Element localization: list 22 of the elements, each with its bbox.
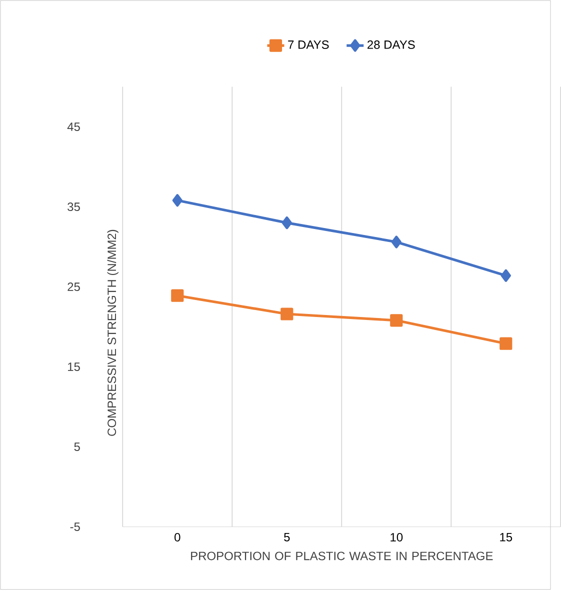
point [171,289,184,302]
legend-label: 7 DAYS [288,40,329,49]
y-tick-label: 45 [67,122,80,131]
y-tick-label: 5 [74,442,80,451]
y-tick-label: 15 [68,362,80,371]
point [280,308,294,320]
x-tick-label: 15 [500,533,512,542]
point [282,216,292,230]
y-axis-title: COMPRESSIVE STRENGTH (N/MM2) [107,230,118,436]
legend-label: 28 DAYS [368,40,415,49]
point [172,194,182,207]
point [500,269,511,282]
y-tick-label: 25 [68,282,80,292]
y-tick-label: -5 [70,522,80,531]
x-tick-label: 10 [390,533,403,542]
y-tick-label: 35 [68,202,80,212]
x-axis-title: PROPORTION OF PLASTIC WASTE IN PERCENTAGE [191,552,493,560]
point [390,314,403,327]
point [500,337,512,350]
point [391,236,402,248]
x-tick-label: 0 [174,533,180,542]
x-tick-label: 5 [284,533,290,542]
